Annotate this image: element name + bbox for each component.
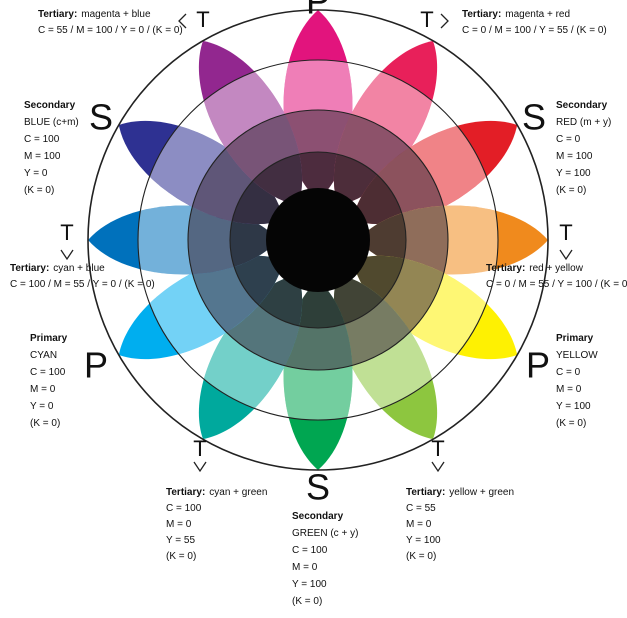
info-block: Secondary BLUE (c+m) C = 100 M = 100 Y = 0 (K… xyxy=(24,100,79,196)
info-line: C = 0 / M = 55 / Y = 100 / (K = 0) xyxy=(486,279,627,290)
info-line: M = 0 xyxy=(292,562,318,573)
info-name: YELLOW xyxy=(556,350,598,361)
info-line: M = 0 xyxy=(166,519,192,530)
info-line: C = 100 xyxy=(30,367,66,378)
info-heading: Tertiary: xyxy=(38,9,77,20)
info-line: C = 100 xyxy=(24,134,60,145)
info-line: (K = 0) xyxy=(556,418,586,429)
chevron xyxy=(432,462,444,471)
info-line: Y = 100 xyxy=(556,168,591,179)
color-wheel-diagram: P T T S S T T P P T T S Tertiary: magenta + blue C = 5… xyxy=(0,0,627,618)
info-block: Tertiary: magenta + blue C = 55 / M = 100 … xyxy=(38,9,183,36)
marker-letter: P xyxy=(526,345,550,386)
marker-letter: P xyxy=(306,0,330,22)
info-line: C = 55 / M = 100 / Y = 0 / (K = 0) xyxy=(38,25,183,36)
marker-letter: S xyxy=(89,97,113,138)
info-line: (K = 0) xyxy=(30,418,60,429)
info-line: C = 100 / M = 55 / Y = 0 / (K = 0) xyxy=(10,279,155,290)
marker-letter: S xyxy=(306,467,330,508)
info-heading: Tertiary: xyxy=(406,487,445,498)
chevron xyxy=(61,250,73,259)
info-block: Primary CYAN C = 100 M = 0 Y = 0 (K = 0) xyxy=(30,333,68,429)
marker-letter: T xyxy=(60,220,73,245)
info-heading: Tertiary: xyxy=(166,487,205,498)
info-heading-line: Tertiary: cyan + blue xyxy=(10,263,105,274)
info-line: C = 100 xyxy=(166,503,202,514)
marker-letter: T xyxy=(420,7,433,32)
info-name: cyan + blue xyxy=(53,263,105,274)
info-line: (K = 0) xyxy=(292,596,322,607)
info-block: Tertiary: magenta + red C = 0 / M = 100 / … xyxy=(462,9,607,36)
info-block: Tertiary: red + yellow C = 0 / M = 55 / Y … xyxy=(486,263,627,290)
info-heading-line: Tertiary: magenta + red xyxy=(462,9,570,20)
center-disk xyxy=(266,188,370,292)
info-line: C = 0 / M = 100 / Y = 55 / (K = 0) xyxy=(462,25,607,36)
info-name: yellow + green xyxy=(449,487,514,498)
info-line: (K = 0) xyxy=(24,185,54,196)
info-heading-line: Tertiary: red + yellow xyxy=(486,263,584,274)
wheel xyxy=(88,10,548,470)
marker-letter: T xyxy=(559,220,572,245)
marker-letter: T xyxy=(196,7,209,32)
info-line: C = 55 xyxy=(406,503,436,514)
info-line: Y = 100 xyxy=(556,401,591,412)
info-name: CYAN xyxy=(30,350,57,361)
chevron xyxy=(441,14,448,28)
info-heading: Secondary xyxy=(556,100,608,111)
info-name: BLUE (c+m) xyxy=(24,117,79,128)
info-line: C = 100 xyxy=(292,545,328,556)
info-block: Secondary RED (m + y) C = 0 M = 100 Y = 100 (… xyxy=(556,100,611,196)
info-block: Secondary GREEN (c + y) C = 100 M = 0 Y = 10… xyxy=(292,511,358,607)
info-line: M = 100 xyxy=(24,151,61,162)
info-name: magenta + red xyxy=(505,9,570,20)
info-line: M = 0 xyxy=(406,519,432,530)
info-name: magenta + blue xyxy=(81,9,151,20)
marker-letter: S xyxy=(522,97,546,138)
marker-letter: T xyxy=(193,436,206,461)
page: { "wheel": { "petal_colors": ["#e2147d",… xyxy=(0,0,627,618)
info-line: Y = 55 xyxy=(166,535,195,546)
info-line: (K = 0) xyxy=(556,185,586,196)
info-heading: Tertiary: xyxy=(462,9,501,20)
info-name: RED (m + y) xyxy=(556,117,611,128)
info-heading: Primary xyxy=(30,333,68,344)
info-line: Y = 0 xyxy=(30,401,54,412)
info-line: M = 0 xyxy=(30,384,56,395)
chevron xyxy=(194,462,206,471)
info-heading-line: Tertiary: cyan + green xyxy=(166,487,267,498)
info-heading: Primary xyxy=(556,333,594,344)
info-name: red + yellow xyxy=(529,263,583,274)
info-line: Y = 100 xyxy=(292,579,327,590)
marker-letter: P xyxy=(84,345,108,386)
info-line: Y = 0 xyxy=(24,168,48,179)
info-name: GREEN (c + y) xyxy=(292,528,358,539)
info-line: (K = 0) xyxy=(166,551,196,562)
info-line: (K = 0) xyxy=(406,551,436,562)
info-heading: Secondary xyxy=(292,511,344,522)
info-heading-line: Tertiary: magenta + blue xyxy=(38,9,151,20)
info-heading-line: Tertiary: yellow + green xyxy=(406,487,514,498)
info-block: Primary YELLOW C = 0 M = 0 Y = 100 (K = 0) xyxy=(556,333,598,429)
info-line: C = 0 xyxy=(556,367,581,378)
info-line: M = 0 xyxy=(556,384,582,395)
info-heading: Tertiary: xyxy=(486,263,525,274)
info-block: Tertiary: yellow + green C = 55 M = 0 Y = 10… xyxy=(406,487,514,562)
chevron xyxy=(560,250,572,259)
info-heading: Secondary xyxy=(24,100,76,111)
info-line: C = 0 xyxy=(556,134,581,145)
info-block: Tertiary: cyan + green C = 100 M = 0 Y = 55 (… xyxy=(166,487,267,562)
info-line: M = 100 xyxy=(556,151,593,162)
marker-letter: T xyxy=(431,436,444,461)
info-heading: Tertiary: xyxy=(10,263,49,274)
info-line: Y = 100 xyxy=(406,535,441,546)
info-name: cyan + green xyxy=(209,487,267,498)
